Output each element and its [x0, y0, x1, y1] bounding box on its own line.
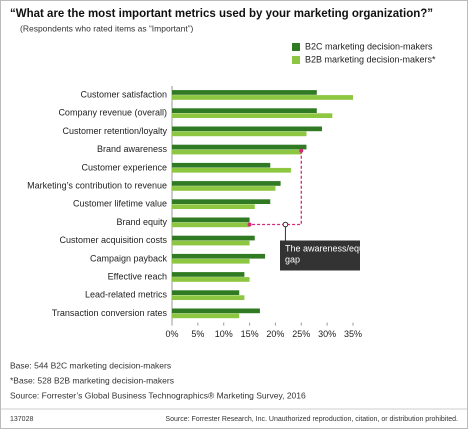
y-tick-label: Brand awareness [97, 144, 168, 154]
y-tick-label: Customer lifetime value [73, 199, 167, 209]
bar [172, 240, 250, 246]
y-tick-label: Company revenue (overall) [58, 108, 167, 118]
annotation-dot [282, 221, 289, 228]
bar [172, 108, 317, 113]
chart-title: “What are the most important metrics use… [10, 8, 433, 20]
bar [172, 199, 271, 204]
x-tick-label: 0% [165, 329, 178, 339]
bar [172, 186, 276, 191]
y-tick-label: Transaction conversion rates [52, 308, 168, 318]
y-tick-label: Lead-related metrics [85, 290, 168, 300]
y-tick-label: Customer retention/loyalty [62, 126, 167, 136]
bar [172, 204, 255, 209]
bar [172, 113, 333, 118]
bar [172, 313, 240, 319]
x-tick-label: 35% [344, 329, 362, 339]
bar [172, 95, 353, 100]
bar [172, 131, 307, 137]
bar [172, 167, 291, 173]
note: *Base: 528 B2B marketing decision-makers [10, 375, 174, 385]
bar [172, 272, 245, 277]
bar [172, 217, 250, 223]
legend-swatch [292, 56, 300, 64]
y-tick-label: Marketing’s contribution to revenue [27, 180, 167, 190]
x-tick-label: 20% [266, 329, 284, 339]
y-tick-label: Customer experience [81, 162, 167, 172]
bar [172, 277, 250, 282]
y-tick-label: Customer acquisition costs [59, 235, 167, 245]
note: Base: 544 B2C marketing decision-makers [10, 360, 171, 370]
bar [172, 222, 250, 228]
y-tick-label: Customer satisfaction [80, 89, 167, 99]
bar [172, 253, 266, 259]
bar [172, 90, 317, 95]
bar [172, 258, 250, 264]
chart-subtitle: (Respondents who rated items as “Importa… [20, 23, 194, 33]
bar [172, 308, 260, 314]
legend-label: B2C marketing decision-makers [305, 41, 433, 51]
annotation-text: The awareness/equity gap [285, 244, 374, 265]
annotation-box [280, 240, 360, 271]
annotation-dot [247, 222, 252, 227]
bar [172, 290, 240, 295]
bar [172, 144, 307, 150]
y-tick-label: Brand equity [116, 217, 167, 227]
legend-swatch [292, 43, 300, 51]
y-tick-label: Effective reach [108, 271, 167, 281]
bar [172, 162, 271, 168]
x-tick-label: 30% [318, 329, 336, 339]
x-tick-label: 10% [215, 329, 233, 339]
x-tick-label: 5% [191, 329, 204, 339]
bar [172, 126, 322, 132]
note: Source: Forrester’s Global Business Tech… [10, 390, 306, 400]
x-tick-label: 15% [241, 329, 259, 339]
bar [172, 235, 255, 241]
y-tick-label: Campaign payback [90, 253, 168, 263]
bar [172, 181, 281, 186]
footer-source: Source: Forrester Research, Inc. Unautho… [165, 416, 458, 423]
annotation-dot [299, 148, 304, 153]
bar [172, 149, 302, 155]
bar [172, 295, 245, 300]
x-tick-label: 25% [292, 329, 310, 339]
footer-id: 137028 [10, 416, 33, 423]
legend-label: B2B marketing decision-makers* [305, 54, 436, 64]
